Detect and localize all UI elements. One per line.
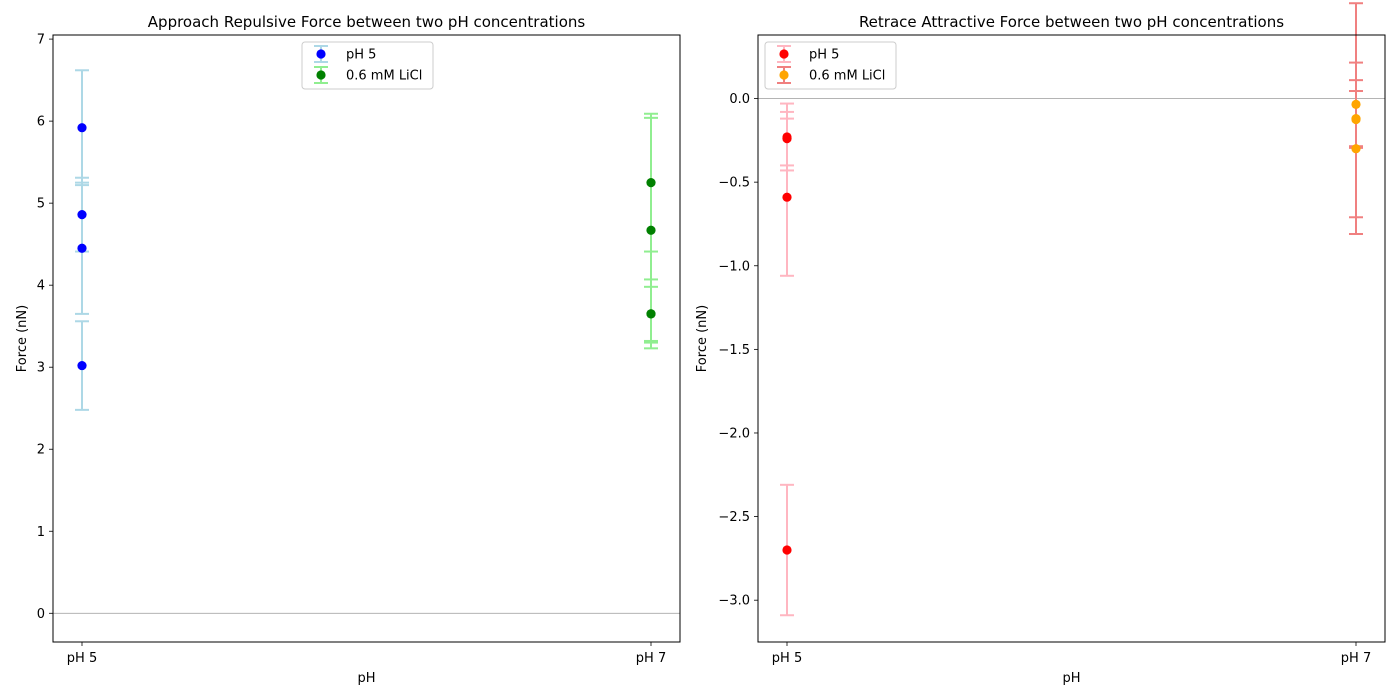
data-point xyxy=(782,545,792,555)
x-tick-label: pH 5 xyxy=(772,651,802,666)
legend-label: pH 5 xyxy=(346,48,376,63)
y-tick-label: 0 xyxy=(37,607,45,622)
y-tick-label: 1 xyxy=(37,525,45,540)
data-point xyxy=(782,192,792,202)
x-tick-label: pH 7 xyxy=(636,651,666,666)
y-tick-label: 0.0 xyxy=(729,92,750,107)
data-point xyxy=(646,178,656,188)
legend-label: pH 5 xyxy=(809,48,839,63)
chart-title: Approach Repulsive Force between two pH … xyxy=(148,13,586,31)
y-tick-label: 6 xyxy=(37,115,45,130)
y-tick-label: −2.5 xyxy=(718,510,750,525)
y-tick-label: 5 xyxy=(37,197,45,212)
y-axis-label: Force (nN) xyxy=(695,305,710,372)
y-tick-label: −3.0 xyxy=(718,594,750,609)
y-axis-label: Force (nN) xyxy=(15,305,30,372)
legend-label: 0.6 mM LiCl xyxy=(346,69,422,84)
legend: pH 5 0.6 mM LiCl xyxy=(764,41,897,90)
legend-label: 0.6 mM LiCl xyxy=(809,69,885,84)
x-tick-label: pH 5 xyxy=(67,651,97,666)
y-tick-label: −0.5 xyxy=(718,176,750,191)
y-tick-label: 7 xyxy=(37,33,45,48)
plot-frame xyxy=(757,34,1386,643)
legend: pH 5 0.6 mM LiCl xyxy=(301,41,434,90)
y-tick-label: −1.0 xyxy=(718,259,750,274)
data-point xyxy=(646,225,656,235)
x-axis-label: pH xyxy=(357,671,375,686)
y-tick-label: −2.0 xyxy=(718,426,750,441)
data-point xyxy=(77,360,87,371)
legend-marker xyxy=(779,70,789,80)
legend-marker xyxy=(779,49,789,59)
data-point xyxy=(1351,144,1361,154)
legend-box xyxy=(764,41,897,90)
data-point xyxy=(646,309,656,319)
x-axis-label: pH xyxy=(1062,671,1080,686)
y-tick-label: 2 xyxy=(37,443,45,458)
data-point xyxy=(77,243,87,253)
legend-box xyxy=(301,41,434,90)
retrace-chart: Retrace Attractive Force between two pH … xyxy=(695,2,1386,686)
data-point xyxy=(77,210,87,220)
legend-marker xyxy=(316,70,326,80)
data-point xyxy=(77,123,87,133)
y-tick-label: −1.5 xyxy=(718,343,750,358)
data-point xyxy=(1351,99,1361,109)
y-tick-label: 3 xyxy=(37,361,45,376)
x-tick-label: pH 7 xyxy=(1341,651,1371,666)
data-point xyxy=(1351,114,1361,125)
data-point xyxy=(782,134,792,144)
y-tick-label: 4 xyxy=(37,279,45,294)
approach-chart: Approach Repulsive Force between two pH … xyxy=(15,13,681,686)
chart-title: Retrace Attractive Force between two pH … xyxy=(859,13,1284,31)
plot-frame xyxy=(52,34,681,643)
legend-marker xyxy=(316,49,326,59)
